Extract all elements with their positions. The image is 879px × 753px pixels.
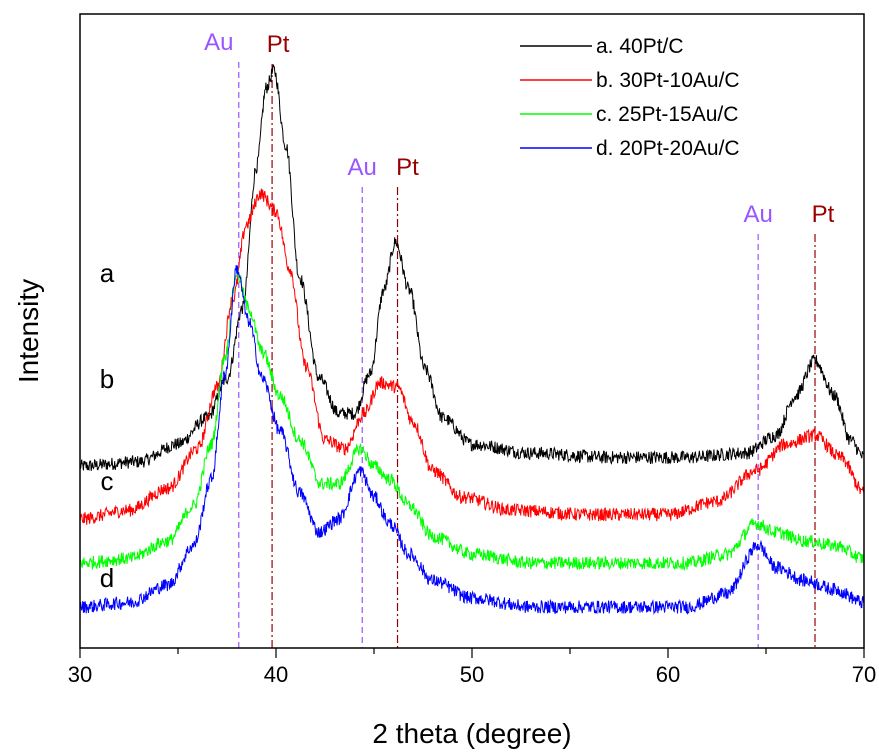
x-axis-ticks: 30 40 50 60 70 [68, 648, 876, 687]
x-tick-label: 50 [460, 662, 484, 687]
legend-entry-b: b. 30Pt-10Au/C [596, 69, 740, 92]
x-tick-label: 70 [852, 662, 876, 687]
reference-labels: Au Pt Au Pt Au Pt [204, 29, 835, 228]
series-line-a [79, 64, 865, 471]
reference-label-au: Au [204, 29, 233, 56]
series-line-b [79, 188, 865, 525]
x-axis-title: 2 theta (degree) [372, 718, 571, 749]
curve-label-a: a [100, 258, 115, 288]
curve-label-b: b [100, 364, 114, 394]
reference-label-au: Au [348, 154, 377, 181]
x-tick-label: 30 [68, 662, 92, 687]
reference-label-au: Au [743, 201, 772, 228]
y-axis-title: Intensity [13, 279, 44, 383]
legend-entry-d: d. 20Pt-20Au/C [596, 137, 740, 160]
x-tick-label: 60 [656, 662, 680, 687]
curve-label-d: d [100, 563, 114, 593]
legend: a. 40Pt/C b. 30Pt-10Au/C c. 25Pt-15Au/C d. … [520, 35, 740, 160]
x-tick-label: 40 [264, 662, 288, 687]
reference-lines [238, 62, 816, 648]
curve-labels: a b c d [100, 258, 115, 593]
series-line-d [79, 265, 865, 616]
reference-label-pt: Pt [812, 201, 835, 228]
series-line-c [79, 266, 865, 572]
reference-label-pt: Pt [267, 31, 290, 58]
series-curves [79, 64, 865, 616]
legend-entry-a: a. 40Pt/C [596, 35, 684, 58]
legend-entry-c: c. 25Pt-15Au/C [596, 103, 738, 126]
reference-label-pt: Pt [396, 154, 419, 181]
curve-label-c: c [101, 466, 114, 496]
